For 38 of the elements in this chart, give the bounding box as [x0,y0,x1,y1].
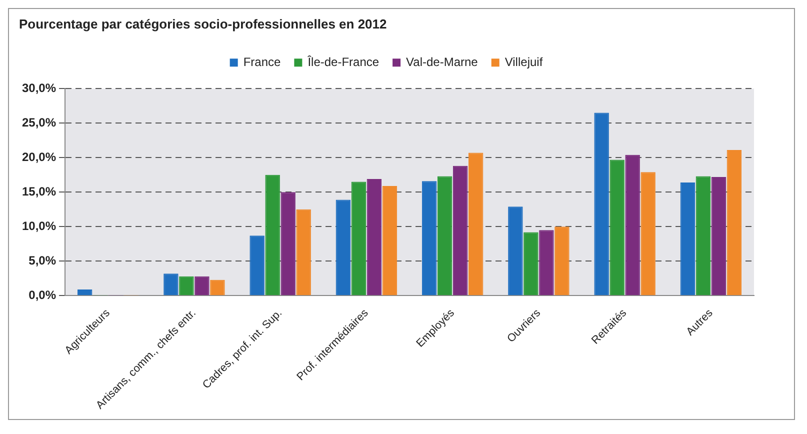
bar [250,236,264,296]
y-tick-label: 30,0% [22,80,56,95]
legend-label: France [243,54,282,69]
bar [640,172,656,296]
legend-label: Villejuif [504,54,544,69]
bar [508,206,523,296]
y-tick-label: 15,0% [22,184,56,198]
y-tick-label: 0,0% [28,288,56,302]
bar [726,150,742,296]
chart-title: Pourcentage par catégories socio-professionnelles en 2012 [19,16,387,32]
bar [711,176,726,296]
bar [164,274,178,296]
legend-label: Île-de-France [306,54,380,69]
bar [468,152,484,296]
bar [382,186,398,296]
bar [554,226,570,296]
y-tick-label: 20,0% [22,150,56,164]
bar [610,160,624,296]
y-tick-label: 25,0% [22,115,56,130]
bar [336,200,351,296]
bar [696,176,711,296]
bar [680,182,696,296]
bar [437,176,452,296]
y-tick-label: 10,0% [22,218,56,233]
bar [452,166,468,296]
bar [594,112,609,296]
bar [351,182,366,296]
legend-label: Val-de-Marne [406,54,478,69]
bar [539,230,554,296]
bar [422,181,437,296]
bar [625,154,640,296]
bar [77,289,92,296]
bar [366,179,382,296]
bar [280,192,296,296]
bar [296,209,311,296]
y-tick-label: 5,0% [28,254,56,268]
bar [524,232,538,296]
bar [265,174,280,296]
